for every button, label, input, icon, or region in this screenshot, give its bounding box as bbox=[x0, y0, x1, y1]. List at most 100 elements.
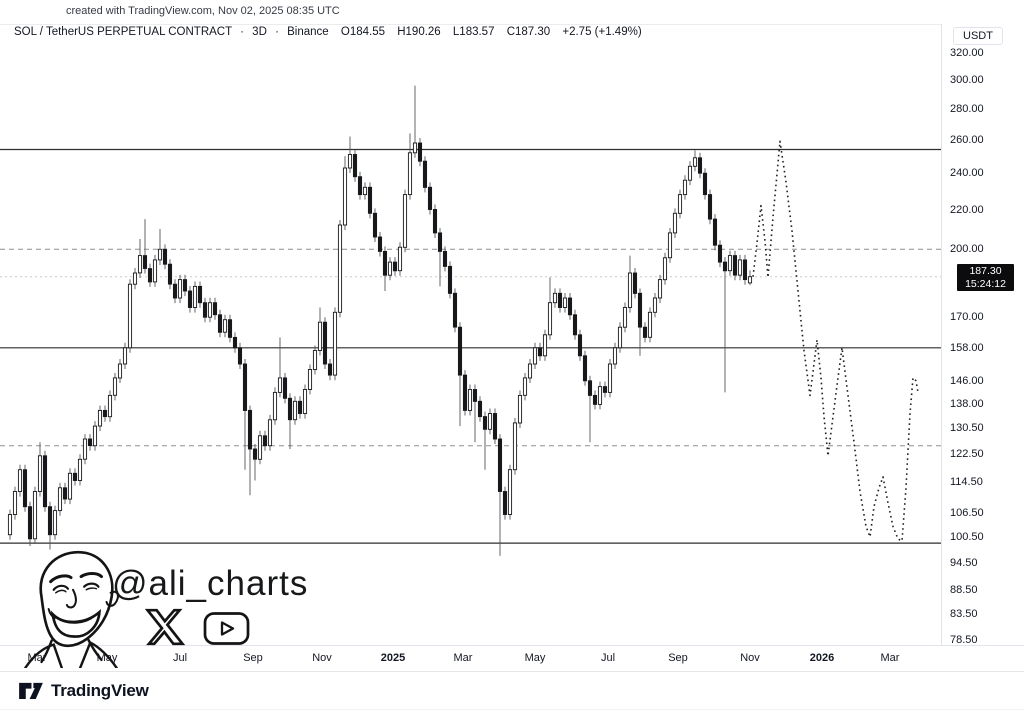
candle bbox=[452, 292, 458, 328]
time-tick-label: Nov bbox=[740, 652, 760, 664]
candle bbox=[422, 160, 428, 188]
candle bbox=[637, 292, 643, 328]
price-tick-label: 114.50 bbox=[950, 476, 983, 488]
candle bbox=[627, 272, 633, 308]
candle bbox=[32, 491, 38, 540]
candle bbox=[572, 314, 578, 336]
price-tick-label: 146.00 bbox=[950, 375, 984, 387]
candle bbox=[222, 319, 228, 333]
candle bbox=[392, 261, 398, 272]
candle bbox=[57, 487, 63, 512]
candle bbox=[582, 355, 588, 382]
price-tick-label: 300.00 bbox=[950, 74, 984, 86]
candle bbox=[607, 363, 613, 393]
candle bbox=[322, 321, 328, 365]
candle bbox=[382, 250, 388, 276]
candle bbox=[37, 455, 43, 492]
candle bbox=[462, 374, 468, 411]
candle bbox=[62, 487, 68, 500]
price-tick-label: 158.00 bbox=[950, 342, 984, 354]
candle bbox=[702, 172, 708, 196]
candle bbox=[747, 276, 753, 284]
time-tick-label: Jul bbox=[600, 652, 616, 664]
candle bbox=[117, 363, 123, 379]
symbol-name[interactable]: SOL / TetherUS PERPETUAL CONTRACT bbox=[14, 26, 232, 38]
candle bbox=[442, 250, 448, 267]
price-tick-label: 106.50 bbox=[950, 507, 984, 519]
candle bbox=[707, 194, 713, 220]
candle bbox=[542, 334, 548, 357]
candle bbox=[122, 347, 128, 365]
candle bbox=[162, 248, 168, 265]
candle bbox=[467, 389, 473, 411]
candle bbox=[27, 506, 33, 540]
price-tick-label: 220.00 bbox=[950, 204, 984, 216]
candle bbox=[602, 386, 608, 393]
candle bbox=[487, 413, 493, 430]
candle bbox=[362, 186, 368, 196]
candle bbox=[412, 142, 418, 154]
candle bbox=[537, 347, 543, 357]
time-tick-label: Jul bbox=[172, 652, 188, 664]
candle bbox=[107, 394, 113, 418]
ohlc-low: L183.57 bbox=[452, 26, 495, 38]
time-tick-label: Mar bbox=[880, 652, 900, 664]
candle bbox=[347, 154, 353, 169]
candle bbox=[547, 302, 553, 336]
time-axis[interactable]: Mar May Jul Sep Nov 2025 Mar May Jul Sep Nov 2026 Ma… bbox=[0, 645, 1024, 672]
candle bbox=[92, 425, 98, 447]
candle bbox=[717, 244, 723, 263]
candle bbox=[377, 236, 383, 252]
candle bbox=[512, 422, 518, 471]
candle bbox=[17, 469, 23, 492]
price-tick-label: 280.00 bbox=[950, 103, 984, 115]
youtube-icon bbox=[203, 612, 250, 645]
candle bbox=[742, 259, 748, 281]
candle bbox=[697, 157, 703, 174]
candle bbox=[192, 285, 198, 308]
candle bbox=[202, 302, 208, 318]
candle bbox=[482, 416, 488, 430]
tradingview-brand[interactable]: TradingView bbox=[51, 680, 149, 700]
candle bbox=[337, 224, 343, 313]
candle bbox=[472, 389, 478, 402]
candle bbox=[667, 232, 673, 259]
candle bbox=[517, 394, 523, 424]
candle bbox=[177, 279, 183, 299]
candle bbox=[172, 283, 178, 299]
candle bbox=[562, 297, 568, 308]
candle bbox=[567, 297, 573, 316]
candle bbox=[617, 326, 623, 349]
candle bbox=[437, 232, 443, 252]
candle bbox=[292, 400, 298, 421]
candle bbox=[182, 279, 188, 292]
candle bbox=[97, 409, 103, 427]
time-tick-label: Sep bbox=[668, 652, 688, 664]
candle bbox=[332, 311, 338, 376]
time-tick-label: Nov bbox=[312, 652, 332, 664]
candle bbox=[477, 400, 483, 418]
candle bbox=[502, 491, 508, 515]
candle bbox=[657, 279, 663, 299]
candle bbox=[527, 363, 533, 379]
tradingview-logo-icon[interactable] bbox=[18, 681, 44, 700]
interval-label[interactable]: 3D bbox=[252, 26, 267, 38]
header-divider bbox=[0, 24, 1024, 25]
current-price-badge: 187.30 15:24:12 bbox=[957, 264, 1014, 291]
chart-canvas[interactable] bbox=[0, 0, 941, 671]
candle bbox=[237, 347, 243, 365]
candle bbox=[52, 510, 58, 536]
current-price: 187.30 bbox=[969, 265, 1002, 277]
candle bbox=[137, 255, 143, 274]
candle bbox=[187, 290, 193, 308]
symbol-header[interactable]: SOL / TetherUS PERPETUAL CONTRACT · 3D ·… bbox=[14, 26, 642, 38]
candle bbox=[727, 255, 733, 272]
candle bbox=[232, 336, 238, 349]
candle bbox=[612, 347, 618, 365]
candle bbox=[587, 380, 593, 396]
candle bbox=[82, 438, 88, 460]
candle bbox=[342, 167, 348, 226]
price-tick-label: 83.50 bbox=[950, 608, 978, 620]
candle bbox=[287, 397, 293, 421]
price-axis[interactable]: USDT 187.30 15:24:12 320.00 300.00 280.00 2… bbox=[941, 24, 1024, 646]
